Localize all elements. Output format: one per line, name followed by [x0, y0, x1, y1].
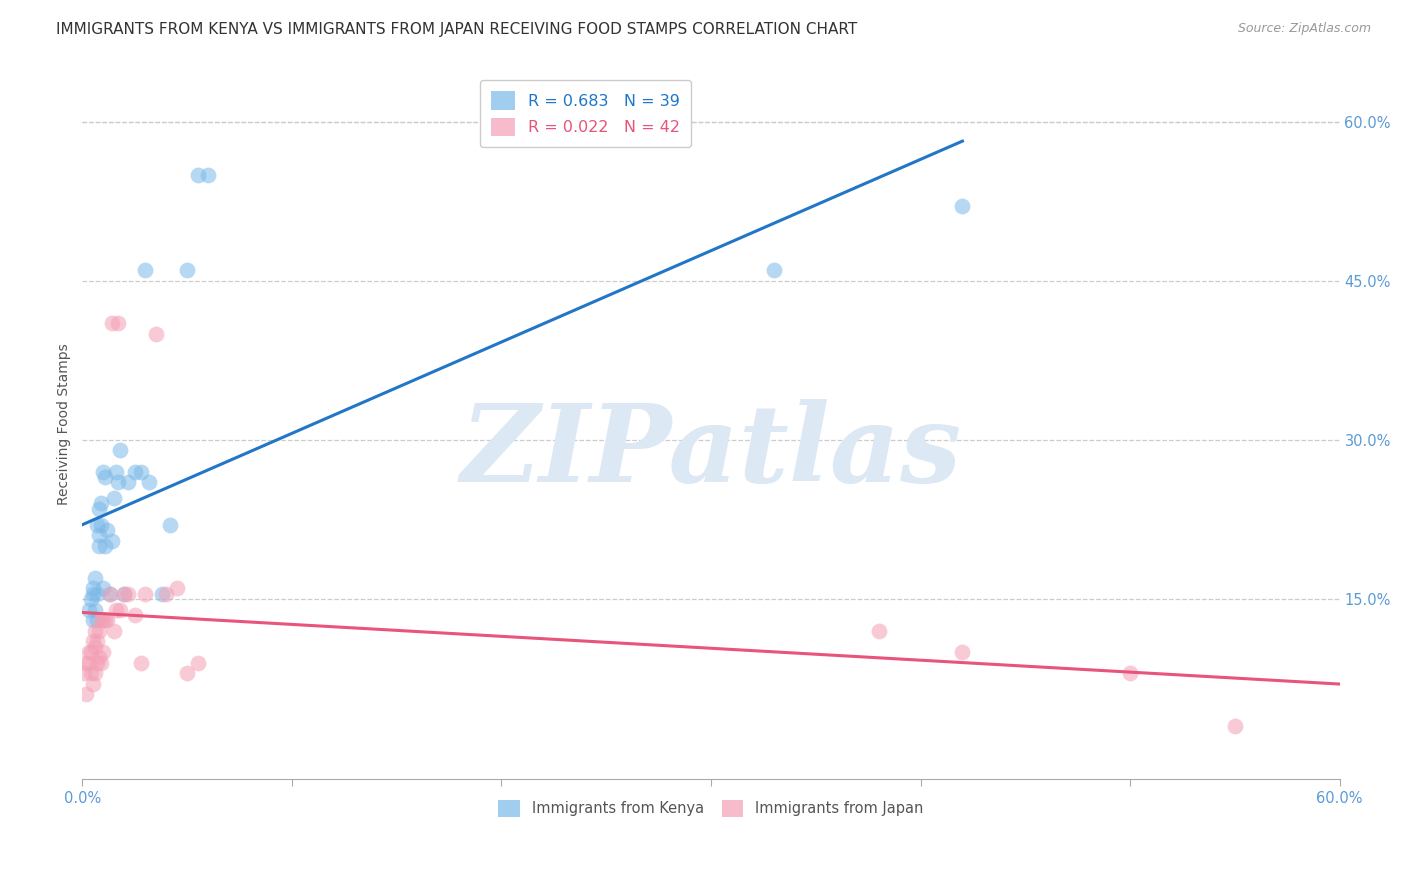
- Point: [91, 582, 114, 596]
- Text: ZIPatlas: ZIPatlas: [460, 400, 962, 506]
- Point: [176, 666, 198, 681]
- Point: [94, 613, 117, 627]
- Point: [952, 199, 974, 213]
- Point: [91, 613, 114, 627]
- Point: [150, 586, 173, 600]
- Point: [187, 168, 209, 182]
- Point: [124, 607, 146, 622]
- Point: [112, 586, 135, 600]
- Point: [107, 316, 129, 330]
- Point: [98, 586, 121, 600]
- Point: [117, 475, 139, 490]
- Point: [98, 586, 121, 600]
- Point: [90, 613, 112, 627]
- Point: [82, 677, 104, 691]
- Point: [82, 634, 104, 648]
- Point: [77, 645, 100, 659]
- Point: [159, 517, 181, 532]
- Point: [868, 624, 890, 638]
- Point: [87, 624, 110, 638]
- Point: [82, 613, 104, 627]
- Text: IMMIGRANTS FROM KENYA VS IMMIGRANTS FROM JAPAN RECEIVING FOOD STAMPS CORRELATION: IMMIGRANTS FROM KENYA VS IMMIGRANTS FROM…: [56, 22, 858, 37]
- Point: [73, 666, 96, 681]
- Point: [155, 586, 177, 600]
- Point: [952, 645, 974, 659]
- Point: [197, 168, 219, 182]
- Point: [166, 582, 188, 596]
- Point: [100, 533, 122, 548]
- Point: [91, 465, 114, 479]
- Point: [103, 491, 125, 505]
- Point: [108, 443, 131, 458]
- Point: [104, 465, 127, 479]
- Point: [107, 475, 129, 490]
- Point: [762, 263, 785, 277]
- Text: Source: ZipAtlas.com: Source: ZipAtlas.com: [1237, 22, 1371, 36]
- Point: [87, 650, 110, 665]
- Point: [77, 656, 100, 670]
- Y-axis label: Receiving Food Stamps: Receiving Food Stamps: [58, 343, 72, 505]
- Point: [83, 640, 105, 654]
- Point: [104, 602, 127, 616]
- Point: [83, 666, 105, 681]
- Point: [129, 465, 152, 479]
- Legend: Immigrants from Kenya, Immigrants from Japan: Immigrants from Kenya, Immigrants from J…: [489, 791, 932, 825]
- Point: [134, 586, 156, 600]
- Point: [87, 528, 110, 542]
- Point: [86, 656, 108, 670]
- Point: [94, 539, 117, 553]
- Point: [112, 586, 135, 600]
- Point: [82, 586, 104, 600]
- Point: [108, 602, 131, 616]
- Point: [176, 263, 198, 277]
- Point: [86, 613, 108, 627]
- Point: [76, 687, 98, 701]
- Point: [145, 326, 167, 341]
- Point: [187, 656, 209, 670]
- Point: [138, 475, 160, 490]
- Point: [90, 656, 112, 670]
- Point: [1223, 719, 1246, 733]
- Point: [100, 316, 122, 330]
- Point: [96, 613, 118, 627]
- Point: [129, 656, 152, 670]
- Point: [94, 470, 117, 484]
- Point: [90, 517, 112, 532]
- Point: [86, 634, 108, 648]
- Point: [87, 539, 110, 553]
- Point: [83, 602, 105, 616]
- Point: [134, 263, 156, 277]
- Point: [1119, 666, 1142, 681]
- Point: [83, 571, 105, 585]
- Point: [77, 602, 100, 616]
- Point: [83, 624, 105, 638]
- Point: [76, 656, 98, 670]
- Point: [124, 465, 146, 479]
- Point: [91, 645, 114, 659]
- Point: [90, 496, 112, 510]
- Point: [79, 645, 101, 659]
- Point: [86, 586, 108, 600]
- Point: [86, 517, 108, 532]
- Point: [79, 666, 101, 681]
- Point: [82, 582, 104, 596]
- Point: [87, 501, 110, 516]
- Point: [103, 624, 125, 638]
- Point: [79, 591, 101, 606]
- Point: [117, 586, 139, 600]
- Point: [96, 523, 118, 537]
